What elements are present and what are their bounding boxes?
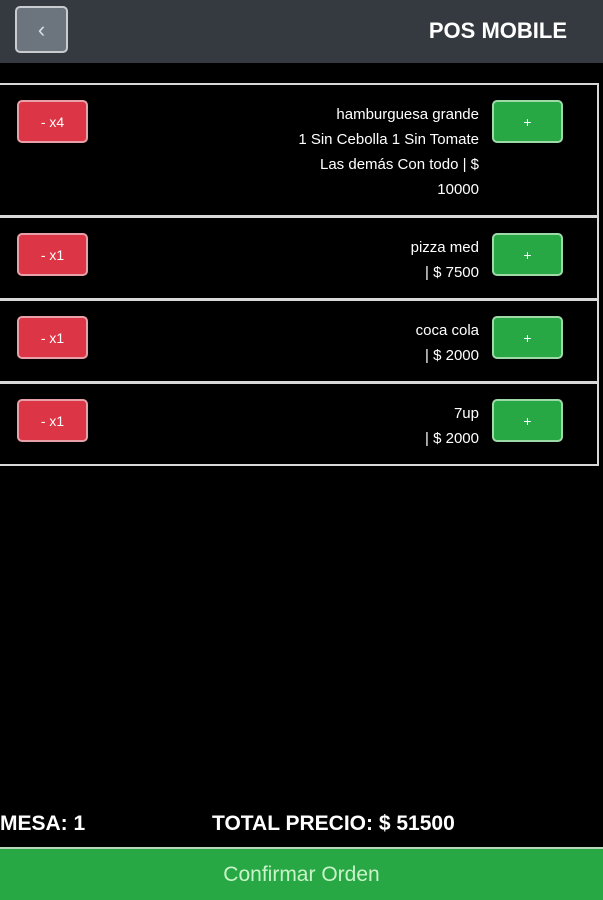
item-price: | $ 2000 <box>425 430 479 447</box>
item-name: coca cola <box>415 322 479 339</box>
item-notes: 1 Sin Cebolla 1 Sin Tomate <box>298 131 479 148</box>
order-list: - x4 hamburguesa grande 1 Sin Cebolla 1 … <box>0 83 599 466</box>
order-item: - x1 coca cola | $ 2000 + <box>0 300 599 383</box>
item-notes: Las demás Con todo | $ <box>320 156 479 173</box>
increase-button[interactable]: + <box>492 233 563 276</box>
item-price: | $ 7500 <box>425 264 479 281</box>
item-name: pizza med <box>410 239 479 256</box>
item-name: 7up <box>453 405 479 422</box>
item-description: coca cola | $ 2000 <box>416 318 479 368</box>
item-price: | $ 2000 <box>425 347 479 364</box>
table-number: MESA: 1 <box>0 812 86 835</box>
decrease-button[interactable]: - x1 <box>17 233 88 276</box>
increase-button[interactable]: + <box>492 399 563 442</box>
back-button[interactable]: ‹ <box>15 6 68 53</box>
confirm-order-button[interactable]: Confirmar Orden <box>0 847 603 900</box>
order-item: - x1 7up | $ 2000 + <box>0 383 599 466</box>
increase-button[interactable]: + <box>492 316 563 359</box>
chevron-left-icon: ‹ <box>37 16 46 42</box>
item-name: hamburguesa grande <box>336 106 479 123</box>
decrease-button[interactable]: - x1 <box>17 316 88 359</box>
item-description: pizza med | $ 7500 <box>411 235 479 285</box>
header: ‹ POS MOBILE <box>0 0 603 63</box>
decrease-button[interactable]: - x1 <box>17 399 88 442</box>
order-item: - x4 hamburguesa grande 1 Sin Cebolla 1 … <box>0 83 599 217</box>
item-price: 10000 <box>437 181 479 198</box>
total-price: TOTAL PRECIO: $ 51500 <box>212 812 455 835</box>
item-description: 7up | $ 2000 <box>425 401 479 451</box>
page-title: POS MOBILE <box>428 18 567 43</box>
increase-button[interactable]: + <box>492 100 563 143</box>
item-description: hamburguesa grande 1 Sin Cebolla 1 Sin T… <box>298 102 479 202</box>
decrease-button[interactable]: - x4 <box>17 100 88 143</box>
order-item: - x1 pizza med | $ 7500 + <box>0 217 599 300</box>
